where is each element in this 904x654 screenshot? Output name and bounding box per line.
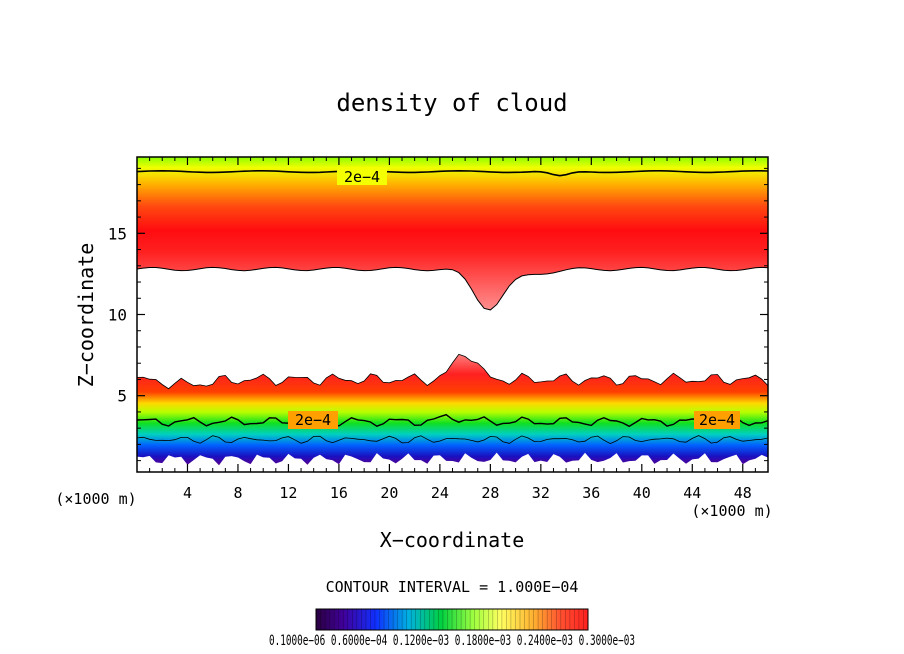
contour-label-right: 2e−4	[699, 411, 735, 429]
x-unit-left: (×1000 m)	[55, 490, 136, 508]
x-tick-label: 12	[279, 484, 297, 502]
y-axis-ticks: 5 10 15	[108, 167, 768, 462]
y-tick-label: 15	[108, 224, 127, 243]
x-tick-label: 32	[532, 484, 550, 502]
y-axis-label: Z−coordinate	[74, 243, 98, 388]
chart-title: density of cloud	[336, 89, 567, 117]
lower-contour-line	[137, 413, 768, 428]
contour-interval-text: CONTOUR INTERVAL = 1.000E−04	[326, 578, 579, 596]
x-tick-label: 20	[380, 484, 398, 502]
x-tick-label: 40	[633, 484, 651, 502]
plot-area	[137, 157, 768, 472]
colorbar	[315, 608, 589, 631]
x-tick-label: 16	[330, 484, 348, 502]
x-tick-label: 48	[734, 484, 752, 502]
top-contour-line	[137, 169, 768, 177]
contour-label-top-bg	[337, 167, 387, 185]
y-tick-label: 10	[108, 306, 127, 325]
contour-label-top: 2e−4	[344, 168, 380, 186]
upper-cloud-layer	[137, 157, 768, 310]
colorbar-labels: 0.1000e−06 0.6000e−04 0.1200e−03 0.1800e…	[269, 633, 635, 649]
upper-layer-edge	[137, 266, 768, 311]
contour-label-right-bg	[694, 411, 740, 429]
colorbar-gradient	[315, 608, 589, 631]
lower-contour-line-2	[137, 435, 768, 445]
x-unit-right: (×1000 m)	[691, 502, 772, 520]
contour-label-low: 2e−4	[295, 411, 331, 429]
x-axis-ticks: 4 8 12 16 20 24 28 32 36 40 44 48	[149, 157, 756, 502]
y-tick-label: 5	[117, 387, 127, 406]
colorbar-divisions	[320, 609, 584, 630]
x-tick-label: 24	[431, 484, 449, 502]
contour-label-low-bg	[288, 411, 338, 429]
x-tick-label: 28	[481, 484, 499, 502]
x-axis-label: X−coordinate	[380, 528, 525, 552]
lower-cloud-layer	[137, 354, 768, 466]
lower-layer-edge	[137, 353, 768, 390]
x-tick-label: 4	[183, 484, 192, 502]
x-tick-label: 44	[683, 484, 701, 502]
x-tick-label: 8	[233, 484, 242, 502]
x-tick-label: 36	[582, 484, 600, 502]
